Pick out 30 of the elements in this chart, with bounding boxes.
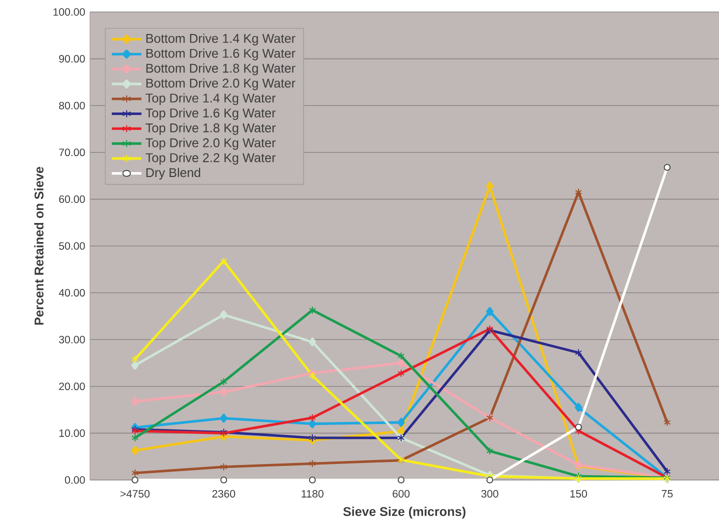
y-tick-label: 30.00 (59, 336, 85, 344)
y-tick-label: 10.00 (59, 429, 85, 437)
y-tick-label: 100.00 (53, 8, 85, 16)
y-tick-label: 70.00 (59, 148, 85, 156)
legend-label: Top Drive 1.4 Kg Water (146, 93, 276, 106)
legend-label: Top Drive 2.2 Kg Water (146, 152, 276, 165)
y-axis-title: Percent Retained on Sieve (34, 166, 44, 325)
x-axis-title: Sieve Size (microns) (343, 506, 466, 519)
x-tick-label: 600 (392, 490, 410, 498)
legend-label: Bottom Drive 1.8 Kg Water (146, 63, 296, 76)
legend-label: Top Drive 2.0 Kg Water (146, 138, 276, 150)
x-tick-label: 75 (662, 490, 673, 498)
legend-label: Bottom Drive 1.4 Kg Water (146, 34, 296, 46)
legend-label: Dry Blend (146, 168, 200, 180)
legend-label: Bottom Drive 1.6 Kg Water (146, 48, 296, 60)
y-tick-label: 60.00 (59, 195, 85, 203)
x-tick-label: 150 (570, 490, 587, 498)
legend-label: Top Drive 1.8 Kg Water (146, 123, 276, 135)
y-tick-label: 40.00 (58, 289, 85, 297)
legend-label: Top Drive 1.6 Kg Water (146, 108, 276, 120)
y-tick-label: 0.00 (64, 476, 85, 484)
y-tick-label: 90.00 (59, 55, 85, 63)
y-tick-label: 20.00 (59, 382, 85, 390)
legend-label: Bottom Drive 2.0 Kg Water (146, 78, 296, 90)
x-tick-label: >4750 (120, 490, 150, 498)
x-tick-label: 300 (481, 490, 498, 498)
y-tick-label: 80.00 (59, 102, 85, 110)
x-tick-label: 2360 (212, 490, 236, 498)
x-tick-label: 1180 (302, 490, 324, 498)
y-tick-label: 50.00 (59, 242, 85, 250)
